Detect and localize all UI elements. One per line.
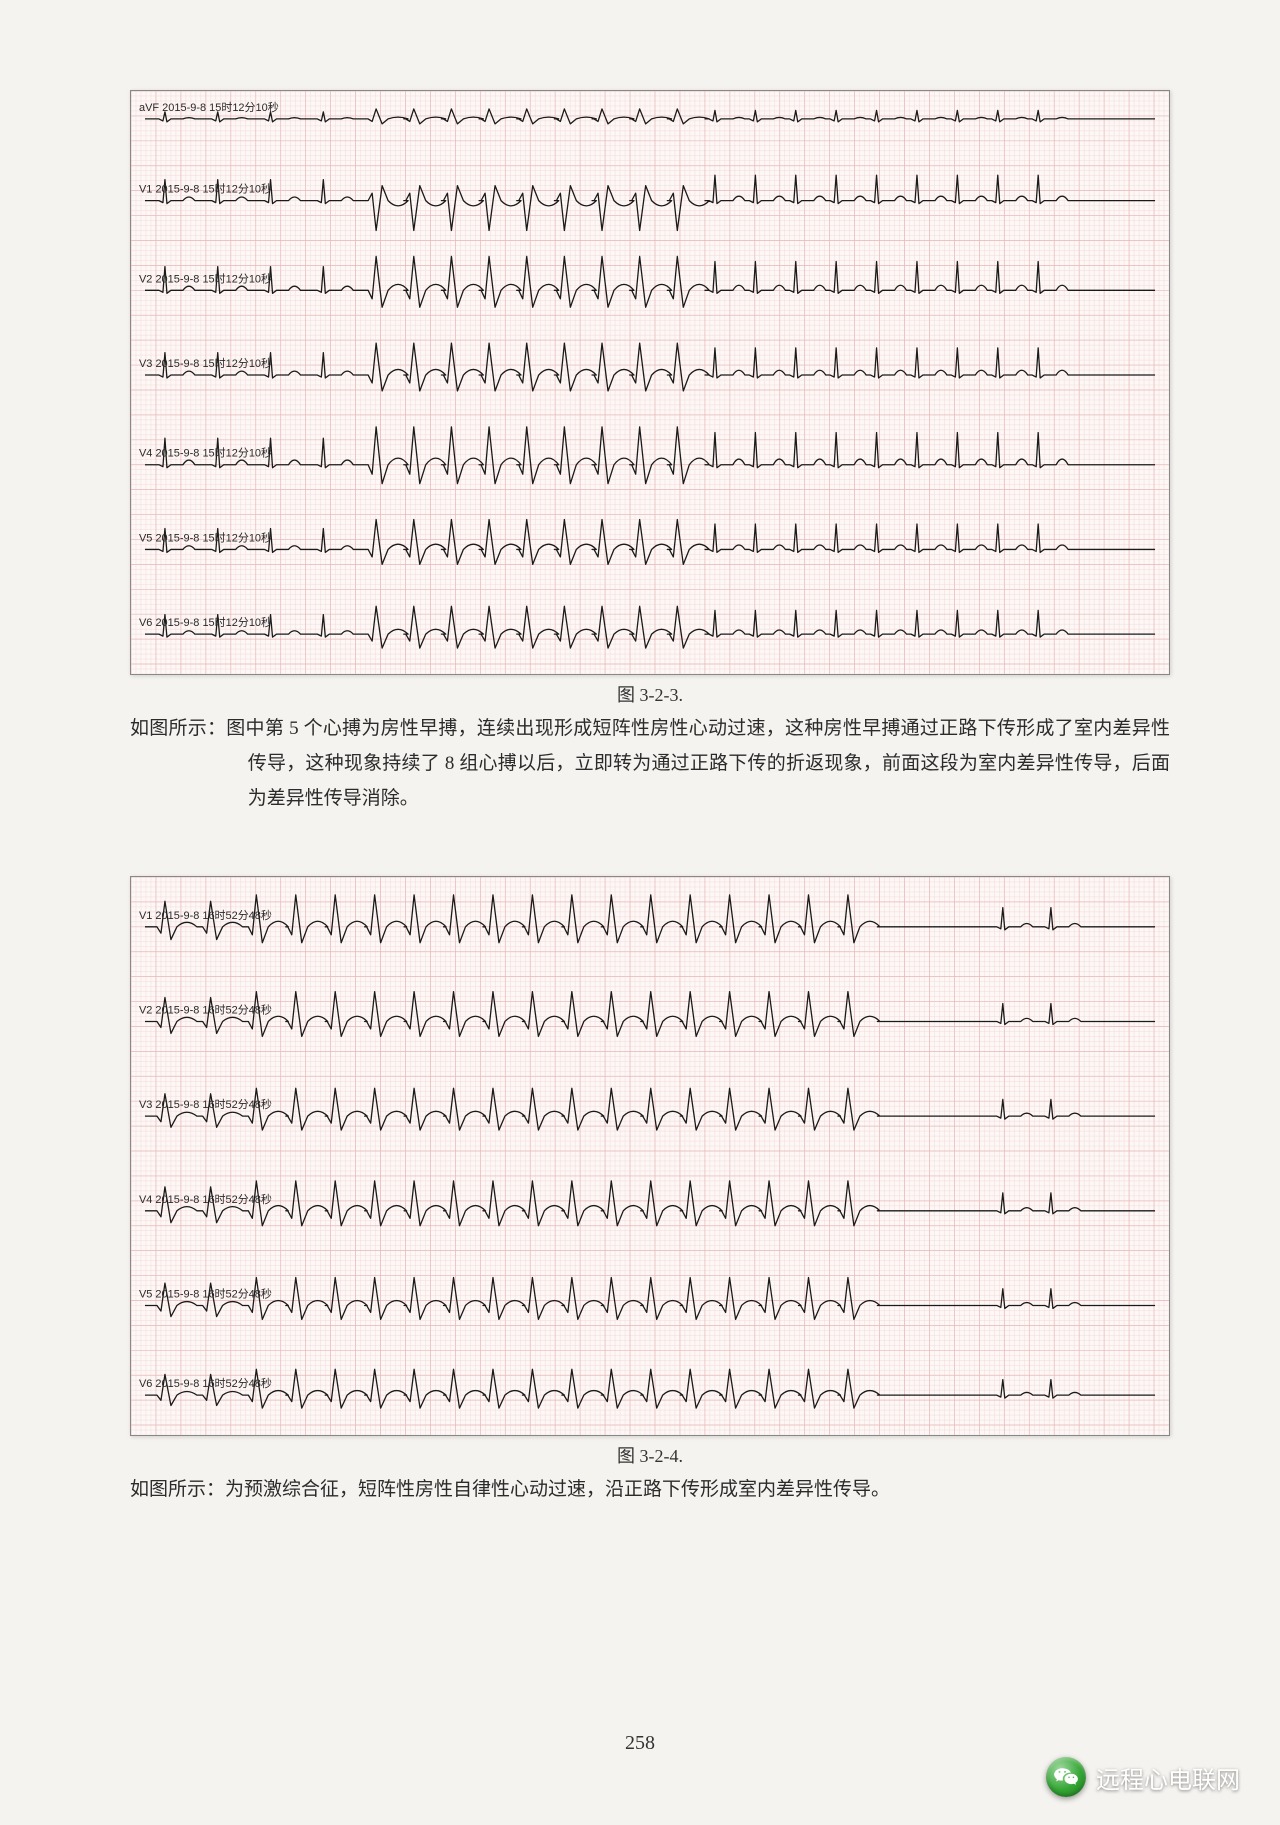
lead-label-v2: V2 2015-9-8 16时52分48秒 — [139, 1003, 272, 1017]
brand-watermark: 远程心电联网 — [1046, 1757, 1240, 1797]
lead-label-v3: V3 2015-9-8 15时12分10秒 — [139, 356, 272, 370]
lead-label-v5: V5 2015-9-8 16时52分48秒 — [139, 1287, 272, 1301]
lead-label-v1: V1 2015-9-8 15时12分10秒 — [139, 182, 272, 196]
ecg-figure-1: aVF 2015-9-8 15时12分10秒 V1 2015-9-8 15时12分… — [130, 90, 1170, 675]
lead-label-v3: V3 2015-9-8 16时52分48秒 — [139, 1098, 272, 1112]
figure2-desc-prefix: 如图所示： — [130, 1479, 225, 1500]
lead-label-v2: V2 2015-9-8 15时12分10秒 — [139, 271, 272, 285]
figure1-desc-prefix: 如图所示： — [130, 718, 226, 739]
lead-label-v6: V6 2015-9-8 16时52分48秒 — [139, 1377, 272, 1391]
figure2-description: 如图所示：为预激综合征，短阵性房性自律性心动过速，沿正路下传形成室内差异性传导。 — [130, 1472, 1170, 1507]
brand-text: 远程心电联网 — [1096, 1760, 1240, 1795]
ecg-figure-2: V1 2015-9-8 16时52分48秒 V2 2015-9-8 16时52分4… — [130, 876, 1170, 1436]
figure1-desc-body: 图中第 5 个心搏为房性早搏，连续出现形成短阵性房性心动过速，这种房性早搏通过正… — [226, 718, 1170, 809]
lead-label-v5: V5 2015-9-8 15时12分10秒 — [139, 530, 272, 544]
figure1-description: 如图所示：图中第 5 个心搏为房性早搏，连续出现形成短阵性房性心动过速，这种房性… — [130, 711, 1170, 816]
page-content: aVF 2015-9-8 15时12分10秒 V1 2015-9-8 15时12分… — [130, 90, 1170, 1508]
page-number: 258 — [0, 1732, 1280, 1755]
figure2-caption: 图 3-2-4. — [130, 1442, 1170, 1468]
lead-label-v1: V1 2015-9-8 16时52分48秒 — [139, 908, 272, 922]
wechat-icon — [1046, 1757, 1086, 1797]
lead-label-v4: V4 2015-9-8 15时12分10秒 — [139, 446, 272, 460]
lead-label-v6: V6 2015-9-8 15时12分10秒 — [139, 615, 272, 629]
lead-label-v4: V4 2015-9-8 16时52分48秒 — [139, 1192, 272, 1206]
lead-label-avf: aVF 2015-9-8 15时12分10秒 — [139, 100, 279, 114]
figure2-desc-body: 为预激综合征，短阵性房性自律性心动过速，沿正路下传形成室内差异性传导。 — [225, 1479, 890, 1500]
figure1-caption: 图 3-2-3. — [130, 681, 1170, 707]
